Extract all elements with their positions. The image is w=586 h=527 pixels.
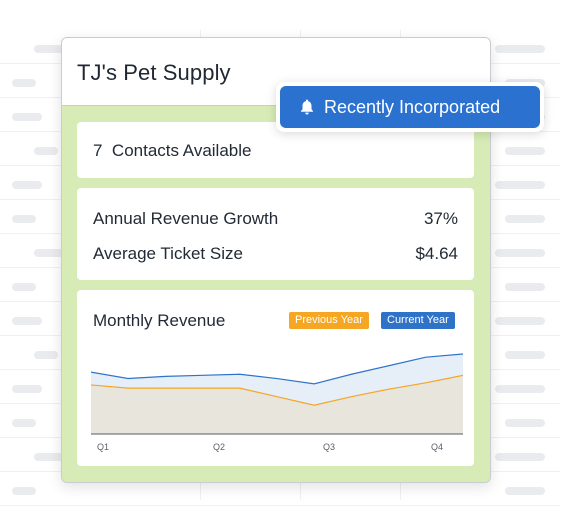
bell-icon [301,99,313,115]
stat-row: Average Ticket Size $4.64 [93,244,458,264]
series-line-previous-year [91,374,463,406]
company-name: TJ's Pet Supply [77,60,231,85]
x-tick-label: Q1 [97,442,109,452]
company-card: TJ's Pet Supply 7 Contacts Available Ann… [61,37,491,483]
background-divider [0,505,560,506]
background-placeholder [12,487,36,495]
recently-incorporated-badge[interactable]: Recently Incorporated [276,82,544,132]
revenue-chart-panel: Monthly Revenue Previous Year Current Ye… [77,290,474,466]
background-placeholder [505,283,545,291]
stat-label: Annual Revenue Growth [93,209,279,228]
background-placeholder [505,419,545,427]
background-placeholder [495,45,545,53]
background-placeholder [505,215,545,223]
chart-title: Monthly Revenue [93,311,226,330]
stats-panel: Annual Revenue Growth 37% Average Ticket… [77,188,474,280]
background-placeholder [34,453,64,461]
background-placeholder [495,385,545,393]
background-placeholder [495,453,545,461]
x-tick-label: Q3 [323,442,335,452]
stat-value: $4.64 [415,244,458,263]
legend-previous-year: Previous Year [289,312,369,329]
x-tick-label: Q2 [213,442,225,452]
background-placeholder [12,181,42,189]
x-tick-label: Q4 [431,442,443,452]
background-placeholder [495,317,545,325]
background-placeholder [34,249,64,257]
contacts-text: 7 Contacts Available [93,141,251,161]
background-placeholder [12,79,36,87]
badge-label: Recently Incorporated [324,97,501,117]
background-placeholder [34,351,58,359]
contacts-count: 7 [93,141,103,160]
background-placeholder [505,487,545,495]
stat-row: Annual Revenue Growth 37% [93,209,458,229]
background-placeholder [12,113,42,121]
background-placeholder [34,147,58,155]
stat-label: Average Ticket Size [93,244,243,263]
contacts-label: Contacts Available [111,141,252,160]
series-line-current-year [91,353,463,385]
series-area-current-year [91,354,463,434]
series-area-previous-year [91,375,463,434]
background-placeholder [12,215,36,223]
legend-current-year: Current Year [381,312,455,329]
background-placeholder [505,147,545,155]
background-placeholder [495,249,545,257]
background-placeholder [12,317,42,325]
revenue-chart: Q1 Q2 Q3 Q4 [91,353,463,452]
badge-inner: Recently Incorporated [280,86,540,128]
background-placeholder [495,181,545,189]
stat-value: 37% [423,209,458,228]
background-placeholder [34,45,64,53]
background-placeholder [12,385,42,393]
background-placeholder [505,351,545,359]
background-placeholder [12,419,36,427]
background-placeholder [12,283,36,291]
